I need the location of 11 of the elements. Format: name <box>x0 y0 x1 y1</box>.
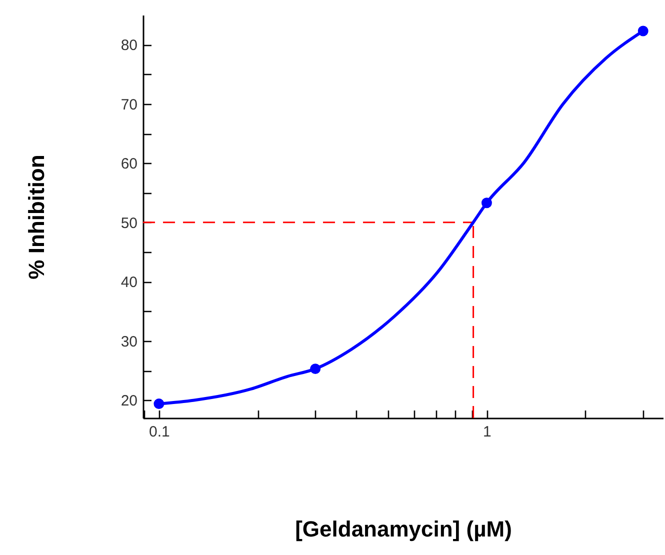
y-tick-label: 50 <box>120 214 138 232</box>
y-axis-title: % Inhibition <box>24 154 49 280</box>
y-tick-label: 60 <box>120 156 138 173</box>
x-tick-label: 0.1 <box>149 424 170 440</box>
y-tick-label: 80 <box>120 37 138 54</box>
x-tick-label: 1 <box>483 424 492 440</box>
y-tick-label: 70 <box>120 96 138 114</box>
y-tick-label: 30 <box>120 333 138 350</box>
y-tick-label: 20 <box>120 392 138 410</box>
x-axis-title: [Geldanamycin] (µM) <box>295 516 512 542</box>
y-tick-label: 40 <box>120 274 138 292</box>
